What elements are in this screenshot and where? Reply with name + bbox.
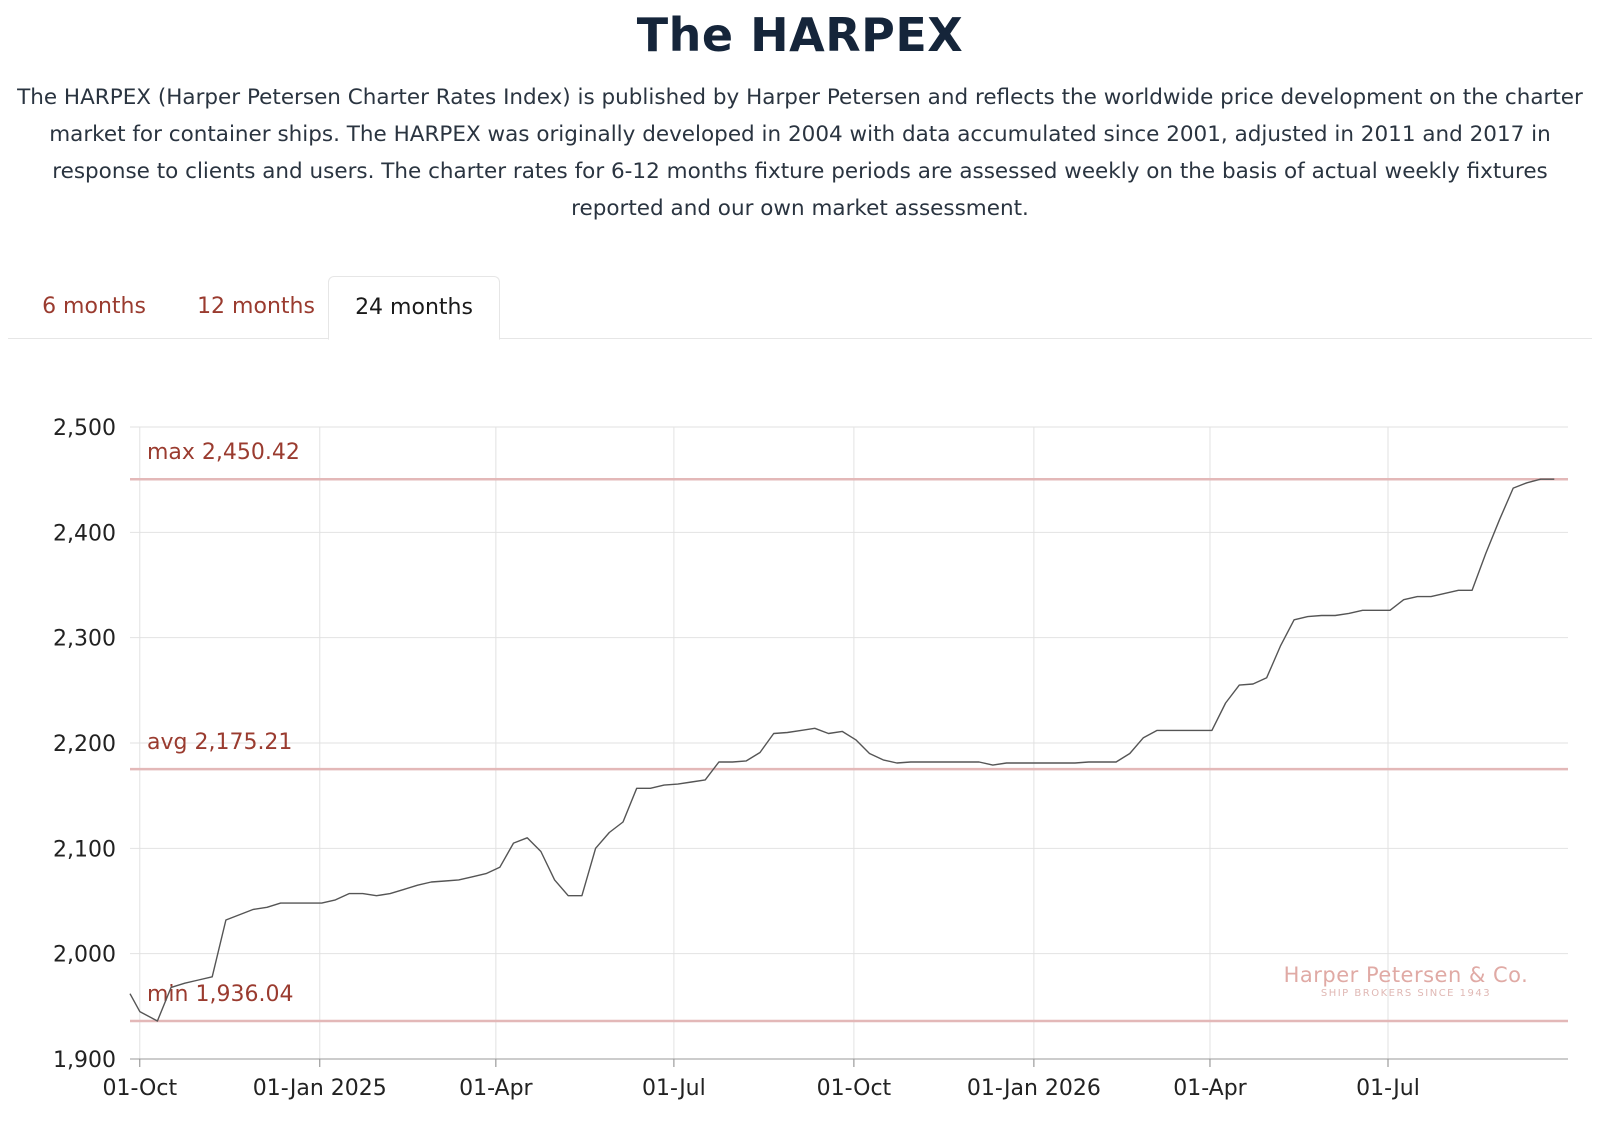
watermark-name: Harper Petersen & Co. [1284, 963, 1529, 987]
series [129, 478, 1555, 1022]
chart-area: max 2,450.42 avg 2,175.21 min 1,936.04 Har… [0, 350, 1600, 1117]
x-tick-label: 01-Jan 2025 [253, 1076, 387, 1101]
harpex-line-chart: max 2,450.42 avg 2,175.21 min 1,936.04 Har… [53, 416, 1568, 1101]
y-tick-label: 1,900 [53, 1048, 116, 1073]
x-tick-label: 01-Apr [459, 1076, 533, 1101]
y-tick-label: 2,100 [53, 837, 116, 862]
watermark-tagline: SHIP BROKERS SINCE 1943 [1321, 988, 1491, 999]
reference-label: avg 2,175.21 [147, 730, 292, 755]
page-description: The HARPEX (Harper Petersen Charter Rate… [17, 85, 1583, 221]
tab-12-months[interactable]: 12 months [197, 294, 315, 319]
axes: 1,900 2,000 2,100 2,200 2,300 2,400 2,500 01-Oc… [53, 416, 1568, 1101]
page-title: The HARPEX [636, 8, 964, 62]
x-tick-label: 01-Oct [102, 1076, 177, 1101]
period-tabs: 6 months 12 months 24 months [8, 276, 1592, 340]
grid [130, 426, 1568, 1060]
y-tick-label: 2,200 [53, 732, 116, 757]
x-tick-label: 01-Jul [1356, 1076, 1420, 1101]
x-tick-label: 01-Jan 2026 [967, 1076, 1101, 1101]
x-tick-label: 01-Apr [1173, 1076, 1247, 1101]
reference-label: min 1,936.04 [147, 982, 293, 1007]
x-tick-label: 01-Oct [817, 1076, 892, 1101]
tab-24-months[interactable]: 24 months [328, 276, 500, 340]
y-tick-label: 2,500 [53, 416, 116, 441]
y-tick-label: 2,400 [53, 521, 116, 546]
series-line [129, 478, 1555, 1022]
tab-6-months[interactable]: 6 months [42, 294, 146, 319]
watermark: Harper Petersen & Co. SHIP BROKERS SINCE… [1284, 963, 1529, 999]
reference-lines: max 2,450.42 avg 2,175.21 min 1,936.04 [130, 440, 1568, 1023]
y-tick-label: 2,000 [53, 943, 116, 968]
reference-label: max 2,450.42 [147, 440, 300, 465]
x-tick-label: 01-Jul [642, 1076, 706, 1101]
y-tick-label: 2,300 [53, 627, 116, 652]
